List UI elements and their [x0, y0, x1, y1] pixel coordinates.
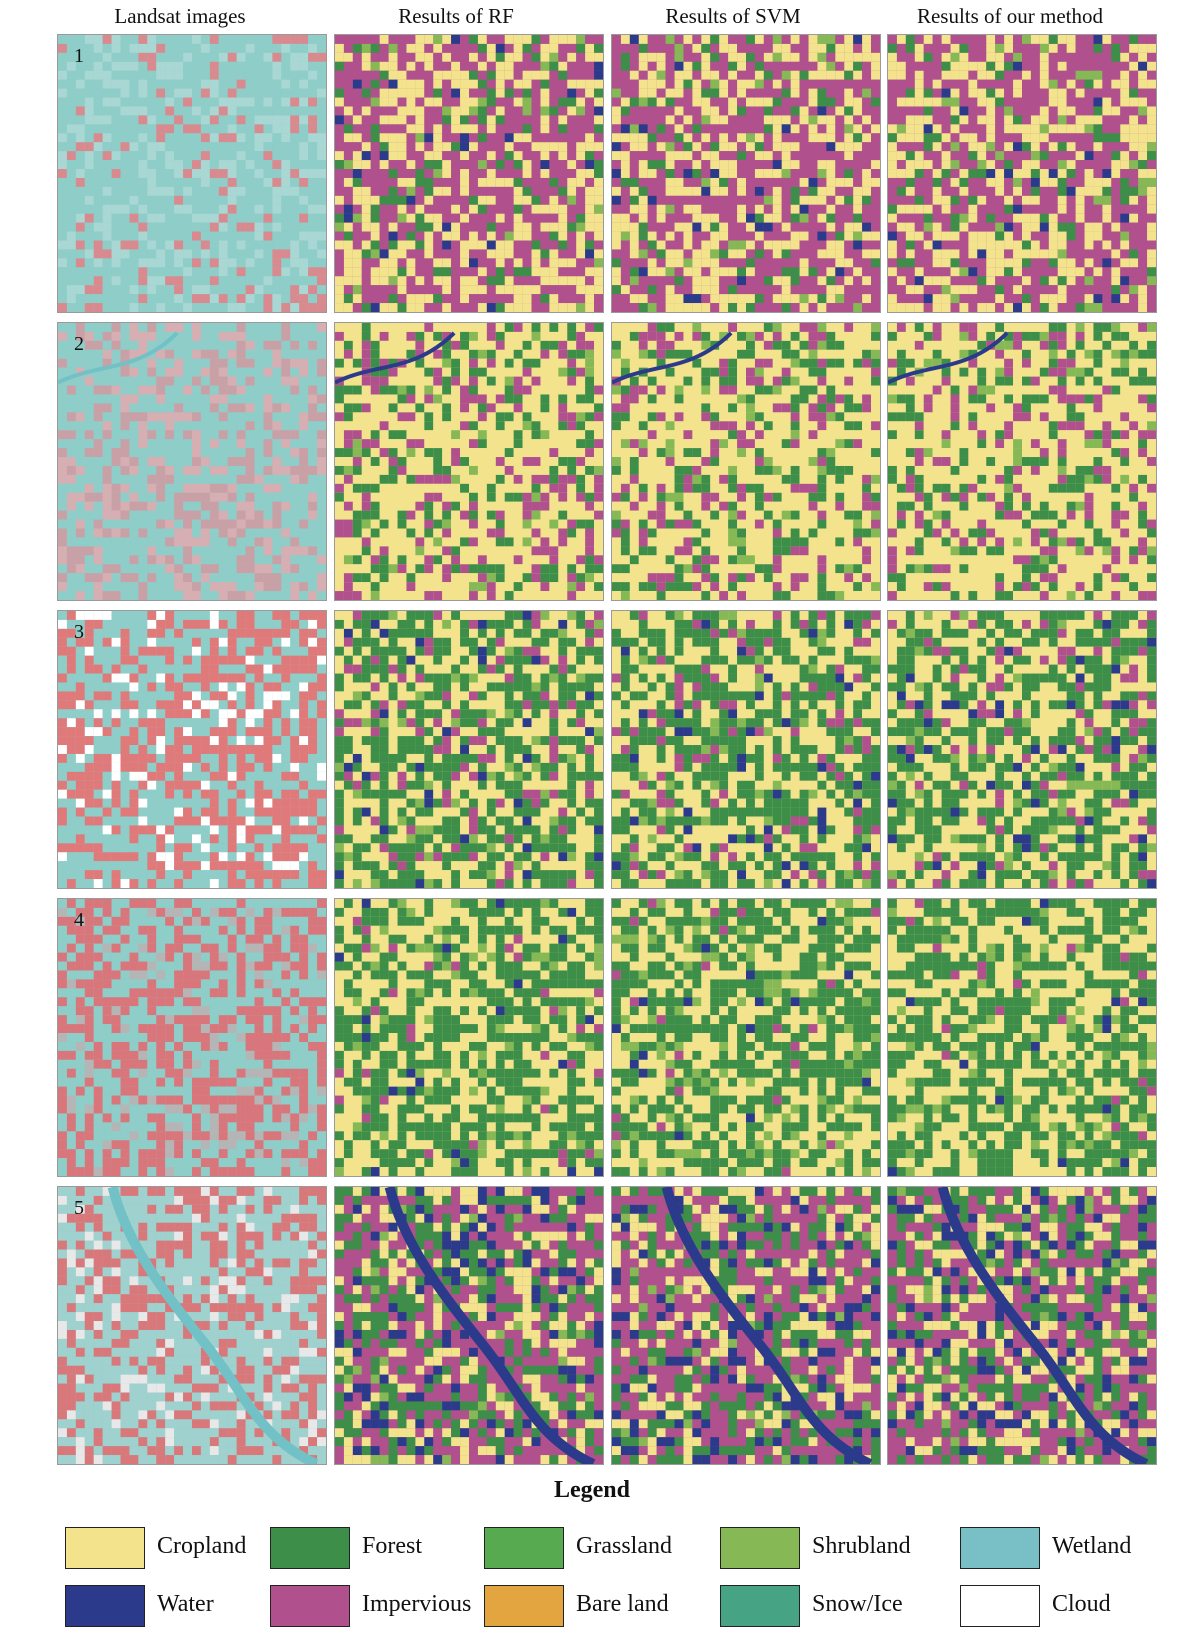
legend-swatch	[720, 1585, 800, 1627]
legend-label: Impervious	[362, 1591, 472, 1617]
svm-result-map-row-1	[611, 34, 881, 313]
landsat-image-row-5: 5	[57, 1186, 327, 1465]
rf-result-map-row-5	[334, 1186, 604, 1465]
row-number: 2	[74, 333, 84, 355]
legend-label: Forest	[362, 1533, 422, 1559]
our-method-result-map-row-2	[887, 322, 1157, 601]
legend-swatch	[65, 1585, 145, 1627]
row-number: 3	[74, 621, 84, 643]
landsat-image-row-3: 3	[57, 610, 327, 889]
legend-swatch	[720, 1527, 800, 1569]
legend-label: Water	[157, 1591, 214, 1617]
our-method-result-map-row-5	[887, 1186, 1157, 1465]
legend-swatch	[484, 1527, 564, 1569]
landsat-image-row-2: 2	[57, 322, 327, 601]
legend-label: Wetland	[1052, 1533, 1132, 1559]
legend-swatch	[65, 1527, 145, 1569]
legend-label: Bare land	[576, 1591, 669, 1617]
our-method-result-map-row-4	[887, 898, 1157, 1177]
our-method-result-map-row-1	[887, 34, 1157, 313]
legend-label: Snow/Ice	[812, 1591, 903, 1617]
rf-result-map-row-4	[334, 898, 604, 1177]
svm-result-map-row-5	[611, 1186, 881, 1465]
svm-result-map-row-3	[611, 610, 881, 889]
legend-swatch	[960, 1527, 1040, 1569]
row-number: 5	[74, 1197, 84, 1219]
row-number: 4	[74, 909, 84, 931]
legend-swatch	[484, 1585, 564, 1627]
legend-swatch	[270, 1527, 350, 1569]
header-results-our-method: Results of our method	[916, 4, 1104, 28]
header-landsat-images: Landsat images	[114, 4, 246, 28]
rf-result-map-row-3	[334, 610, 604, 889]
rf-result-map-row-1	[334, 34, 604, 313]
legend-label: Cloud	[1052, 1591, 1111, 1617]
svm-result-map-row-2	[611, 322, 881, 601]
legend-label: Grassland	[576, 1533, 672, 1559]
legend-swatch	[960, 1585, 1040, 1627]
our-method-result-map-row-3	[887, 610, 1157, 889]
legend-swatch	[270, 1585, 350, 1627]
header-results-rf: Results of RF	[398, 4, 514, 28]
legend-title: Legend	[553, 1477, 630, 1503]
legend-label: Shrubland	[812, 1533, 911, 1559]
row-number: 1	[74, 45, 84, 67]
header-results-svm: Results of SVM	[665, 4, 801, 28]
landsat-image-row-1: 1	[57, 34, 327, 313]
rf-result-map-row-2	[334, 322, 604, 601]
landsat-image-row-4: 4	[57, 898, 327, 1177]
legend-label: Cropland	[157, 1533, 247, 1559]
svm-result-map-row-4	[611, 898, 881, 1177]
